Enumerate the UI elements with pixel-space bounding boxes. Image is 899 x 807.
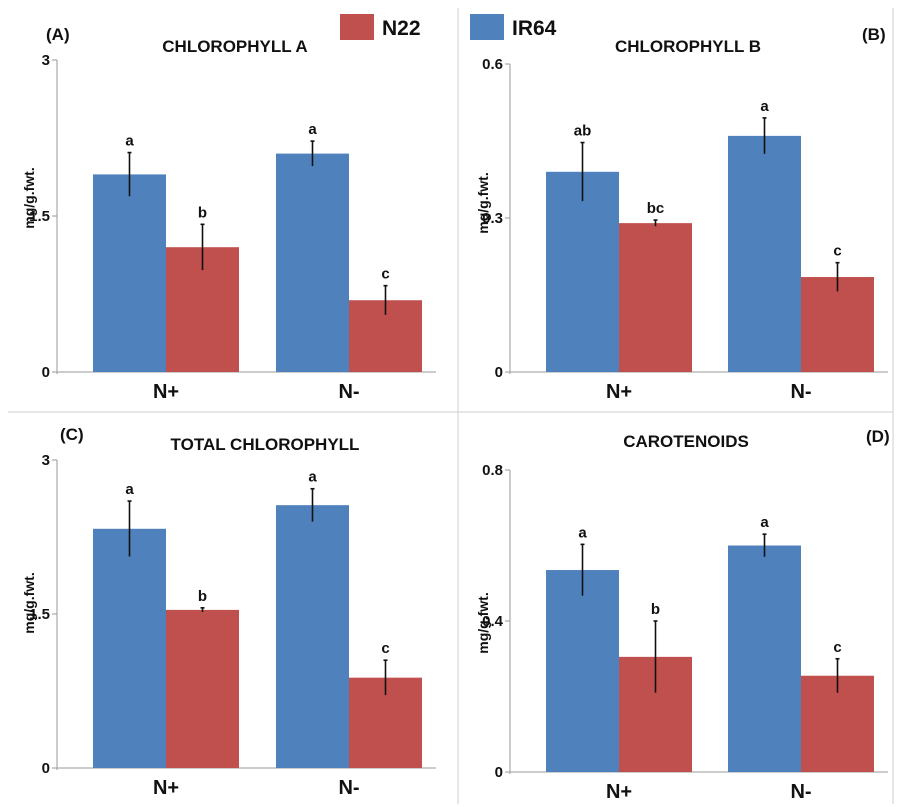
x-tick-label: N- (790, 781, 811, 803)
chart-title-d: CAROTENOIDS (623, 432, 749, 451)
y-tick-label: 0 (495, 364, 503, 381)
bar-ir64-n-minus (276, 153, 349, 372)
significance-letter: c (381, 266, 389, 283)
significance-letter: c (833, 243, 841, 260)
y-tick-label: 0.4 (482, 613, 504, 630)
bar-n22-n-plus (166, 609, 239, 768)
bar-ir64-n-plus (93, 528, 166, 768)
significance-letter: a (125, 481, 134, 498)
x-tick-label: N- (338, 381, 359, 403)
y-tick-label: 3 (42, 52, 50, 69)
significance-letter: a (578, 524, 587, 541)
legend-swatch-ir64 (470, 14, 504, 40)
y-axis-label-a: mg/g.fwt. (21, 167, 37, 228)
chart-area-b: 0 0.3 0.6 ab a bc c N+ N- (482, 56, 888, 403)
x-tick-label: N+ (153, 777, 179, 799)
bar-ir64-n-minus (276, 505, 349, 768)
significance-letter: bc (647, 200, 665, 217)
chart-title-b: CHLOROPHYLL B (615, 37, 761, 56)
y-axis-label-c: mg/g.fwt. (21, 572, 37, 633)
bar-ir64-n-plus (93, 174, 166, 372)
x-tick-label: N- (338, 777, 359, 799)
legend: N22 IR64 (340, 14, 557, 40)
y-axis-label-b: mg/g.fwt. (475, 172, 491, 233)
significance-letter: c (381, 640, 389, 657)
chart-panel-a: (A) CHLOROPHYLL A mg/g.fwt. 0 1.5 3 a a b c N+ N… (21, 25, 436, 403)
significance-letter: ab (574, 123, 592, 140)
x-tick-label: N+ (153, 381, 179, 403)
bar-ir64-n-minus (728, 545, 801, 772)
chart-title-c: TOTAL CHLOROPHYLL (171, 435, 360, 454)
x-tick-label: N+ (606, 781, 632, 803)
y-tick-label: 0 (495, 764, 503, 781)
y-tick-label: 0.6 (482, 56, 503, 73)
bar-n22-n-plus (619, 223, 692, 372)
y-tick-label: 0.3 (482, 210, 503, 227)
significance-letter: a (760, 514, 769, 531)
y-tick-label: 0 (42, 760, 50, 777)
panel-label-c: (C) (60, 425, 84, 444)
chart-panel-d: (D) CAROTENOIDS mg/g.fwt. 0 0.4 0.8 a a b c N+ N… (475, 427, 890, 803)
y-tick-label: 0.8 (482, 462, 503, 479)
y-tick-label: 0 (42, 364, 50, 381)
panel-label-b: (B) (862, 25, 886, 44)
legend-swatch-n22 (340, 14, 374, 40)
x-tick-label: N+ (606, 381, 632, 403)
chart-panel-b: (B) CHLOROPHYLL B mg/g.fwt. 0 0.3 0.6 ab a bc… (475, 25, 888, 403)
chart-area-d: 0 0.4 0.8 a a b c N+ N- (482, 462, 888, 803)
legend-label-n22: N22 (382, 17, 421, 40)
x-tick-label: N- (790, 381, 811, 403)
significance-letter: c (833, 639, 841, 656)
y-tick-label: 3 (42, 452, 50, 469)
panel-label-d: (D) (866, 427, 890, 446)
chart-title-a: CHLOROPHYLL A (162, 37, 307, 56)
legend-label-ir64: IR64 (512, 17, 557, 40)
chart-area-c: 0 1.5 3 a a b c N+ N- (29, 452, 436, 799)
y-tick-label: 1.5 (29, 606, 50, 623)
bar-ir64-n-plus (546, 570, 619, 772)
significance-letter: a (760, 98, 769, 115)
significance-letter: b (198, 204, 207, 221)
significance-letter: a (125, 133, 134, 150)
bar-ir64-n-minus (728, 135, 801, 372)
chart-panel-c: (C) TOTAL CHLOROPHYLL mg/g.fwt. 0 1.5 3 a a b… (21, 425, 436, 799)
panel-borders (8, 8, 894, 804)
bar-ir64-n-plus (546, 171, 619, 372)
chart-area-a: 0 1.5 3 a a b c N+ N- (29, 52, 436, 403)
significance-letter: b (651, 601, 660, 618)
significance-letter: a (308, 121, 317, 138)
panel-label-a: (A) (46, 25, 70, 44)
significance-letter: b (198, 588, 207, 605)
y-tick-label: 1.5 (29, 208, 50, 225)
significance-letter: a (308, 469, 317, 486)
bar-n22-n-minus (801, 277, 874, 372)
y-axis-label-d: mg/g.fwt. (475, 592, 491, 653)
